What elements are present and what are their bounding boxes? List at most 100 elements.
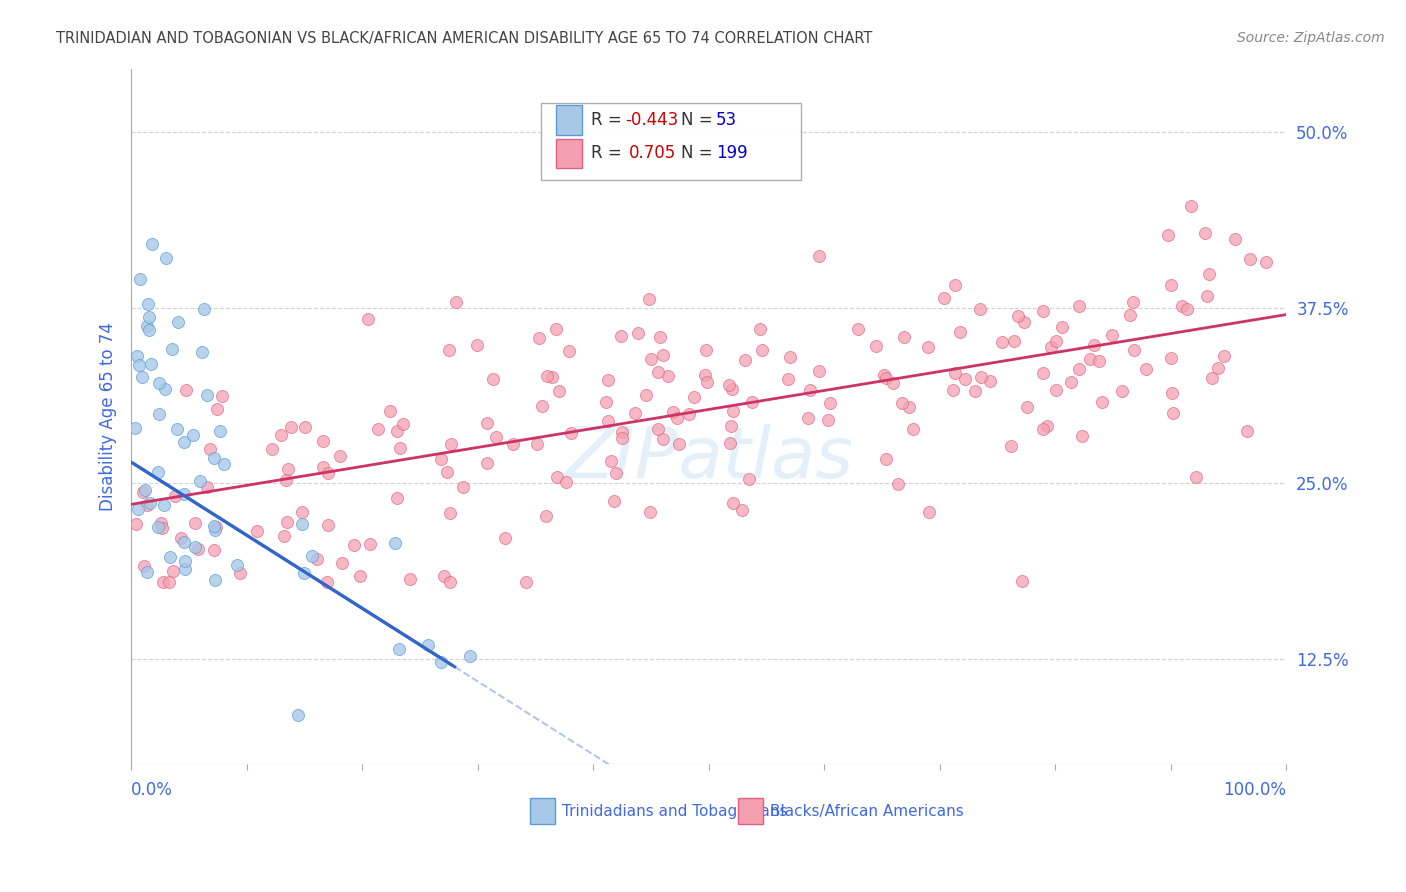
Text: Blacks/African Americans: Blacks/African Americans — [770, 804, 965, 819]
Point — [387, 491, 409, 506]
Point — [721, 496, 744, 510]
Text: Trinidadians and Tobagonians: Trinidadians and Tobagonians — [562, 804, 787, 819]
Point — [651, 433, 673, 447]
Point — [808, 364, 831, 378]
Point — [634, 388, 657, 402]
Point — [205, 520, 228, 534]
Point — [1091, 394, 1114, 409]
Point — [979, 374, 1001, 388]
Point — [190, 345, 212, 359]
Point — [541, 369, 564, 384]
Point — [195, 480, 218, 494]
Point — [1213, 349, 1236, 363]
Point — [287, 707, 309, 722]
Point — [211, 389, 233, 403]
Point — [1180, 199, 1202, 213]
Point — [612, 425, 634, 440]
Point — [195, 388, 218, 402]
Point — [873, 368, 896, 383]
Point — [1160, 278, 1182, 293]
Point — [666, 411, 689, 425]
Point — [1070, 429, 1092, 443]
Point — [174, 562, 197, 576]
Point — [890, 396, 912, 410]
Point — [544, 322, 567, 336]
Point — [1032, 422, 1054, 436]
Text: Source: ZipAtlas.com: Source: ZipAtlas.com — [1237, 31, 1385, 45]
Point — [502, 437, 524, 451]
Point — [875, 371, 897, 385]
Point — [129, 272, 152, 286]
Point — [720, 383, 742, 397]
Point — [548, 384, 571, 399]
Text: 0.0%: 0.0% — [131, 781, 173, 799]
Point — [1160, 386, 1182, 401]
Point — [898, 401, 921, 415]
Point — [166, 422, 188, 436]
Point — [440, 437, 463, 451]
Point — [135, 318, 157, 333]
Point — [475, 417, 498, 431]
Point — [1123, 343, 1146, 357]
Text: 0.705: 0.705 — [628, 145, 676, 162]
Point — [640, 351, 662, 366]
Point — [439, 343, 461, 358]
Point — [949, 325, 972, 339]
Point — [148, 407, 170, 421]
Text: 53: 53 — [716, 111, 737, 129]
Point — [1002, 334, 1025, 348]
Point — [387, 424, 409, 438]
Point — [148, 466, 170, 480]
Point — [165, 489, 187, 503]
Point — [439, 506, 461, 520]
Point — [330, 556, 353, 570]
Text: 100.0%: 100.0% — [1223, 781, 1286, 799]
Point — [146, 519, 169, 533]
Point — [433, 569, 456, 583]
Point — [797, 410, 820, 425]
Point — [193, 301, 215, 316]
Point — [678, 407, 700, 421]
Point — [657, 368, 679, 383]
Point — [357, 312, 380, 326]
Point — [184, 541, 207, 555]
Point — [1256, 255, 1278, 269]
Text: ZIPatlas: ZIPatlas — [564, 424, 853, 492]
Point — [389, 442, 412, 456]
Point — [1111, 384, 1133, 399]
Point — [721, 404, 744, 418]
Point — [388, 641, 411, 656]
Point — [135, 498, 157, 512]
Point — [245, 524, 267, 539]
Point — [1069, 299, 1091, 313]
Point — [173, 487, 195, 501]
Point — [1032, 366, 1054, 380]
Point — [720, 419, 742, 434]
Point — [132, 485, 155, 500]
Point — [349, 568, 371, 582]
Point — [153, 499, 176, 513]
Point — [136, 297, 159, 311]
Point — [1175, 302, 1198, 317]
Point — [991, 334, 1014, 349]
Text: N =: N = — [681, 111, 718, 129]
Point — [141, 237, 163, 252]
Point — [1206, 361, 1229, 376]
Text: -0.443: -0.443 — [626, 111, 679, 129]
Point — [174, 383, 197, 397]
Point — [865, 339, 887, 353]
Point — [166, 315, 188, 329]
Point — [1012, 315, 1035, 329]
Point — [162, 564, 184, 578]
Point — [817, 413, 839, 427]
Point — [138, 310, 160, 325]
Point — [751, 343, 773, 358]
Point — [127, 502, 149, 516]
Point — [1067, 362, 1090, 376]
Point — [1078, 351, 1101, 366]
Point — [596, 414, 619, 428]
Point — [560, 425, 582, 440]
Point — [1157, 227, 1180, 242]
Point — [558, 343, 581, 358]
Point — [150, 516, 173, 531]
